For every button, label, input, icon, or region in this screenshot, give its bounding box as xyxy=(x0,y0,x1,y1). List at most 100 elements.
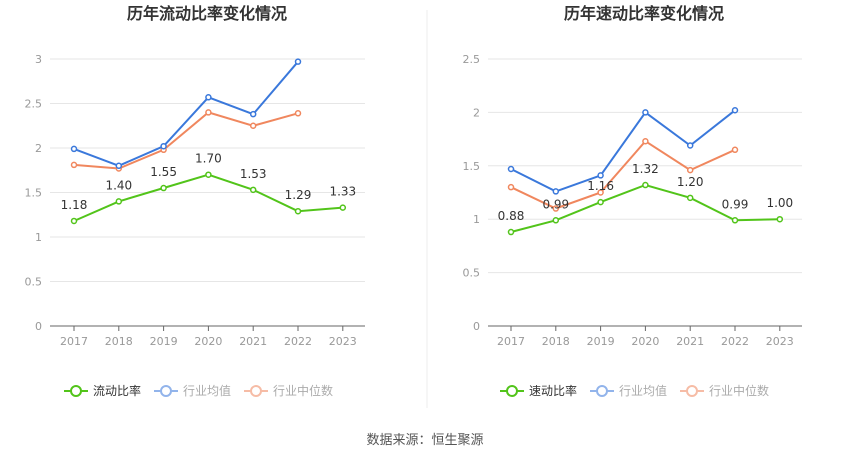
x-tick-label: 2018 xyxy=(542,335,570,348)
chart-title: 历年速动比率变化情况 xyxy=(564,4,724,23)
data-label: 1.53 xyxy=(240,167,267,181)
y-tick-label: 0.5 xyxy=(463,267,481,280)
data-point xyxy=(70,145,78,153)
y-tick-label: 2 xyxy=(473,106,480,119)
y-tick-label: 2.5 xyxy=(463,53,481,66)
legend-item[interactable]: 流动比率 xyxy=(64,383,141,398)
x-tick-label: 2020 xyxy=(631,335,659,348)
y-tick-label: 1 xyxy=(35,231,42,244)
legend-label: 速动比率 xyxy=(529,383,577,398)
x-tick-label: 2022 xyxy=(721,335,749,348)
x-tick-label: 2021 xyxy=(676,335,704,348)
data-point xyxy=(115,198,123,205)
data-point xyxy=(731,146,739,154)
data-point xyxy=(249,110,257,118)
data-label: 1.29 xyxy=(285,188,312,202)
legend-swatch-marker xyxy=(686,385,698,397)
data-point xyxy=(686,194,694,202)
data-point xyxy=(552,217,560,224)
data-label: 1.70 xyxy=(195,152,222,166)
data-point xyxy=(205,109,212,116)
legend-item[interactable]: 行业中位数 xyxy=(680,383,769,398)
data-point xyxy=(597,198,604,206)
data-point xyxy=(597,189,604,196)
data-label: 0.99 xyxy=(542,197,569,211)
y-tick-label: 3 xyxy=(35,53,42,66)
x-tick-label: 2017 xyxy=(60,335,88,348)
current-ratio-chart: 历年流动比率变化情况 0 0.5 1 1.5 2 2.5 3 2017 2018 2019 2020 2… xyxy=(25,4,365,398)
legend-item[interactable]: 行业均值 xyxy=(590,383,667,398)
x-tick-label: 2023 xyxy=(329,335,357,348)
legend-label: 流动比率 xyxy=(93,383,141,398)
legend-label: 行业中位数 xyxy=(709,383,769,398)
legend-item[interactable]: 行业均值 xyxy=(154,383,231,398)
data-source-note: 数据来源：恒生聚源 xyxy=(366,433,484,448)
legend-label: 行业均值 xyxy=(183,383,231,398)
data-point xyxy=(249,186,257,194)
data-point xyxy=(507,183,515,191)
y-tick-label: 0 xyxy=(35,320,42,333)
data-label: 1.32 xyxy=(632,162,659,176)
data-point xyxy=(686,166,694,174)
x-tick-label: 2018 xyxy=(105,335,133,348)
x-tick-label: 2023 xyxy=(766,335,794,348)
data-point xyxy=(642,137,649,145)
data-point xyxy=(205,94,212,101)
legend-swatch-marker xyxy=(596,385,608,397)
data-label: 1.00 xyxy=(766,196,793,210)
legend-swatch-marker xyxy=(70,385,82,397)
y-tick-label: 0.5 xyxy=(25,276,43,289)
data-point xyxy=(731,217,739,224)
y-tick-label: 1.5 xyxy=(25,187,43,200)
data-point xyxy=(507,228,515,236)
data-point xyxy=(249,122,257,129)
data-point xyxy=(115,162,123,170)
y-tick-label: 2 xyxy=(35,142,42,155)
x-tick-label: 2019 xyxy=(150,335,178,348)
data-point xyxy=(205,171,212,178)
data-point xyxy=(776,215,784,223)
x-tick-label: 2017 xyxy=(497,335,525,348)
x-tick-label: 2019 xyxy=(587,335,615,348)
data-label: 1.33 xyxy=(329,185,356,199)
quick-ratio-chart: 历年速动比率变化情况 0 0.5 1 1.5 2 2.5 2017 2018 2019 2020 20… xyxy=(463,4,802,398)
data-point xyxy=(339,204,347,211)
series-line xyxy=(510,139,736,210)
data-point xyxy=(642,109,649,116)
x-tick-label: 2022 xyxy=(284,335,312,348)
x-tick-label: 2020 xyxy=(194,335,222,348)
x-tick-label: 2021 xyxy=(239,335,267,348)
series-line xyxy=(73,111,299,170)
data-point xyxy=(552,188,560,195)
chart-title: 历年流动比率变化情况 xyxy=(127,4,287,23)
data-point xyxy=(160,142,167,150)
data-label: 1.20 xyxy=(677,175,704,189)
data-point xyxy=(294,110,302,117)
data-label: 1.18 xyxy=(61,198,88,212)
data-point xyxy=(70,161,78,169)
data-label: 1.16 xyxy=(587,179,614,193)
legend-swatch-marker xyxy=(160,385,172,397)
data-point xyxy=(294,58,302,65)
legend-item[interactable]: 速动比率 xyxy=(500,383,577,398)
data-point xyxy=(597,172,604,179)
legend-label: 行业中位数 xyxy=(273,383,333,398)
legend-label: 行业均值 xyxy=(619,383,667,398)
data-point xyxy=(552,205,560,212)
legend-item[interactable]: 行业中位数 xyxy=(244,383,333,398)
y-tick-label: 0 xyxy=(473,320,480,333)
data-label: 0.88 xyxy=(498,209,525,223)
y-tick-label: 1.5 xyxy=(463,160,481,173)
y-tick-label: 2.5 xyxy=(25,98,43,111)
data-label: 1.55 xyxy=(150,165,177,179)
y-tick-label: 1 xyxy=(473,213,480,226)
series-line xyxy=(73,61,299,167)
legend-swatch-marker xyxy=(506,385,518,397)
legend-swatch-marker xyxy=(250,385,262,397)
data-point xyxy=(731,107,739,114)
series-line xyxy=(510,109,736,193)
data-label: 0.99 xyxy=(722,197,749,211)
data-point xyxy=(642,181,649,189)
data-point xyxy=(294,207,302,215)
